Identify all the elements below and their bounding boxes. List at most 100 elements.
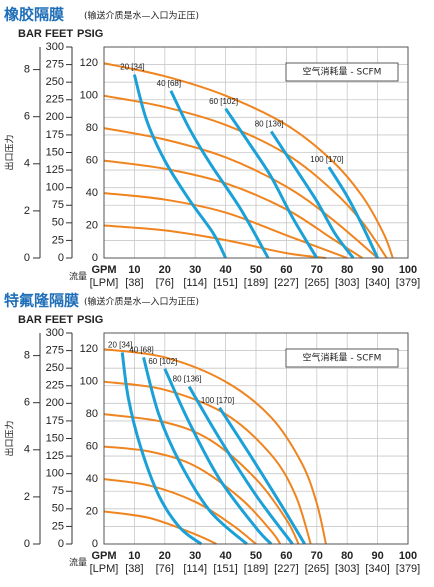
- feet-tick-label: 300: [46, 41, 64, 53]
- feet-tick-label: 175: [46, 129, 64, 141]
- chart-title: 橡胶隔膜: [4, 6, 64, 24]
- x2-axis-title: [LPM]: [90, 563, 119, 575]
- pressure-curve: [103, 62, 394, 259]
- x-tick-label: 10: [128, 550, 140, 562]
- curve-label: 100 [170]: [310, 155, 343, 164]
- psig-axis-title: PSIG: [77, 28, 103, 40]
- x2-tick-label: [340]: [365, 277, 389, 289]
- x2-tick-label: [151]: [213, 277, 237, 289]
- curve-label: 80 [136]: [255, 120, 284, 129]
- x2-tick-label: [227]: [274, 563, 298, 575]
- plot-border: [103, 46, 409, 259]
- legend-box: [285, 348, 399, 368]
- bar-tick-label: 8: [24, 350, 30, 362]
- feet-tick-label: 50: [52, 217, 64, 229]
- x2-tick-label: [189]: [244, 563, 268, 575]
- pressure-curve: [103, 510, 217, 545]
- bar-tick-label: 4: [24, 444, 30, 456]
- bar-axis-title: BAR: [18, 28, 42, 40]
- x2-tick-label: [38]: [125, 277, 143, 289]
- psig-tick-label: 20: [86, 219, 98, 231]
- x-tick-label: 30: [189, 264, 201, 276]
- x-axis-title: GPM: [91, 264, 116, 276]
- pressure-curve: [103, 127, 379, 259]
- feet-tick-label: 225: [46, 380, 64, 392]
- air-consumption-curve: [187, 385, 294, 545]
- x-axis-title: GPM: [91, 550, 116, 562]
- x2-tick-label: [303]: [335, 563, 359, 575]
- x-tick-label: 50: [250, 264, 262, 276]
- psig-tick-label: 100: [80, 90, 98, 102]
- feet-tick-label: 250: [46, 362, 64, 374]
- x2-tick-label: [151]: [213, 563, 237, 575]
- x2-tick-label: [379]: [396, 277, 420, 289]
- feet-tick-label: 100: [46, 468, 64, 480]
- x-tick-label: 40: [219, 550, 231, 562]
- curve-label: 40 [68]: [129, 345, 153, 354]
- x-tick-label: 90: [371, 550, 383, 562]
- curve-label: 60 [102]: [209, 97, 238, 106]
- feet-tick-label: 125: [46, 164, 64, 176]
- air-consumption-curve: [132, 74, 227, 259]
- psig-tick-label: 60: [86, 441, 98, 453]
- chart-subtitle: (输送介质是水—入口为正压): [84, 296, 199, 308]
- chart-title: 特氟隆隔膜: [4, 292, 79, 310]
- x-tick-label: 40: [219, 264, 231, 276]
- x2-tick-label: [114]: [183, 277, 207, 289]
- x2-tick-label: [265]: [305, 563, 329, 575]
- psig-tick-label: 0: [92, 252, 98, 264]
- psig-tick-label: 20: [86, 505, 98, 517]
- air-consumption-curve: [163, 368, 273, 546]
- air-consumption-curve: [327, 166, 379, 259]
- feet-tick-label: 125: [46, 450, 64, 462]
- bar-tick-label: 2: [24, 205, 30, 217]
- bar-tick-label: 2: [24, 491, 30, 503]
- bar-tick-label: 0: [24, 538, 30, 550]
- x2-tick-label: [303]: [335, 277, 359, 289]
- curve-label: 40 [68]: [157, 79, 181, 88]
- feet-tick-label: 200: [46, 111, 64, 123]
- feet-tick-label: 150: [46, 146, 64, 158]
- pressure-curve: [103, 348, 327, 545]
- x2-tick-label: [340]: [365, 563, 389, 575]
- plot-border: [103, 332, 409, 545]
- bar-tick-label: 6: [24, 111, 30, 123]
- x2-tick-label: [76]: [156, 277, 174, 289]
- y-axis-title: 出口压力: [4, 134, 16, 170]
- pressure-curve: [103, 159, 363, 259]
- feet-tick-label: 175: [46, 415, 64, 427]
- x-tick-label: 80: [341, 550, 353, 562]
- x-tick-label: 100: [399, 550, 417, 562]
- curve-label: 100 [170]: [201, 396, 234, 405]
- x2-tick-label: [76]: [156, 563, 174, 575]
- feet-tick-label: 200: [46, 397, 64, 409]
- feet-tick-label: 275: [46, 344, 64, 356]
- air-consumption-curve: [218, 406, 306, 545]
- pressure-curve: [103, 478, 257, 545]
- x2-tick-label: [379]: [396, 563, 420, 575]
- psig-tick-label: 80: [86, 408, 98, 420]
- feet-axis-title: FEET: [45, 314, 73, 326]
- x-tick-label: 70: [311, 550, 323, 562]
- x-tick-label: 60: [280, 550, 292, 562]
- x-tick-label: 100: [399, 264, 417, 276]
- feet-tick-label: 25: [52, 234, 64, 246]
- x2-tick-label: [227]: [274, 277, 298, 289]
- feet-tick-label: 0: [58, 538, 64, 550]
- feet-tick-label: 75: [52, 485, 64, 497]
- feet-tick-label: 75: [52, 199, 64, 211]
- x-tick-label: 80: [341, 264, 353, 276]
- feet-tick-label: 300: [46, 327, 64, 339]
- air-consumption-curve: [120, 352, 203, 546]
- feet-tick-label: 50: [52, 503, 64, 515]
- feet-tick-label: 150: [46, 432, 64, 444]
- x-tick-label: 30: [189, 550, 201, 562]
- pressure-curve: [103, 380, 312, 545]
- psig-tick-label: 120: [80, 57, 98, 69]
- feet-tick-label: 0: [58, 252, 64, 264]
- curve-label: 60 [102]: [148, 357, 177, 366]
- bar-tick-label: 8: [24, 64, 30, 76]
- feet-axis-title: FEET: [45, 28, 73, 40]
- psig-tick-label: 40: [86, 473, 98, 485]
- x2-tick-label: [189]: [244, 277, 268, 289]
